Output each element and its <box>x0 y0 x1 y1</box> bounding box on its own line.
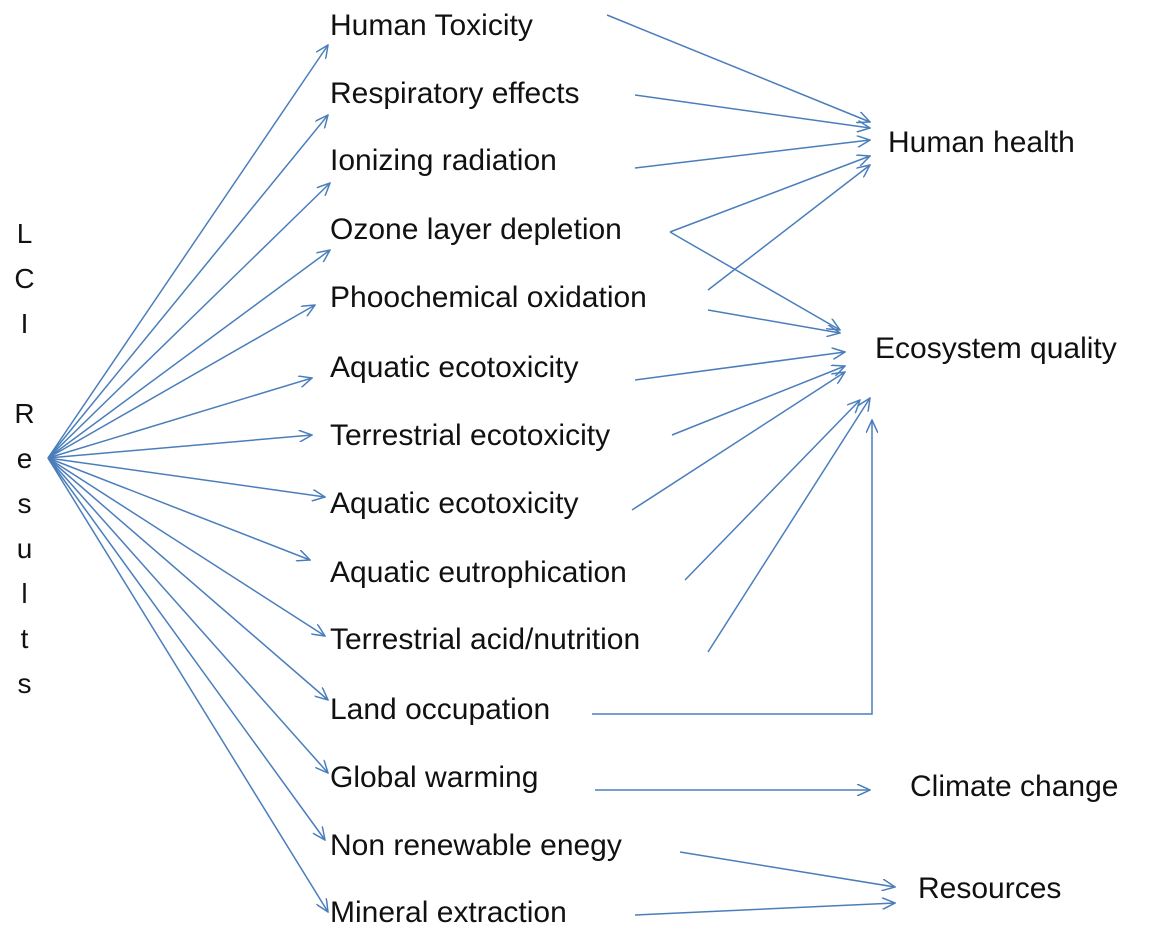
arrow <box>671 366 845 436</box>
endpoint-label: Climate change <box>910 770 1118 803</box>
arrow <box>47 435 312 459</box>
midpoint-label: Terrestrial ecotoxicity <box>330 419 610 452</box>
arrow <box>684 400 860 581</box>
arrow <box>47 378 312 459</box>
endpoint-label: Human health <box>888 126 1075 159</box>
midpoint-label: Phoochemical oxidation <box>330 281 647 314</box>
arrow <box>634 903 895 916</box>
arrow <box>634 140 870 169</box>
midpoint-label: Human Toxicity <box>330 9 533 42</box>
arrow <box>592 420 872 715</box>
arrow <box>47 305 315 459</box>
arrow <box>679 851 895 887</box>
arrow <box>634 352 845 381</box>
source-label: LCI Results <box>9 218 40 713</box>
arrow <box>47 457 325 840</box>
arrow <box>47 115 328 459</box>
midpoint-label: Global warming <box>330 761 538 794</box>
arrow <box>707 165 870 291</box>
midpoint-label: Ionizing radiation <box>330 144 557 177</box>
arrow <box>669 231 840 330</box>
midpoint-label: Terrestrial acid/nutrition <box>330 623 640 656</box>
arrow <box>47 457 328 700</box>
arrow <box>669 156 870 233</box>
arrow <box>47 45 328 459</box>
arrow <box>707 398 870 653</box>
labels: Human Toxicity Respiratory effects Ionizin… <box>330 9 1118 929</box>
endpoint-label: Ecosystem quality <box>875 332 1117 365</box>
endpoint-label: Resources <box>918 872 1061 905</box>
midpoint-label: Aquatic ecotoxicity <box>330 351 578 384</box>
midpoint-label: Non renewable enegy <box>330 829 622 862</box>
arrows <box>47 14 895 916</box>
midpoint-label: Aquatic eutrophication <box>330 556 627 589</box>
midpoint-label: Respiratory effects <box>330 77 580 110</box>
arrow <box>47 457 328 912</box>
arrow <box>47 457 325 636</box>
arrow <box>47 183 330 459</box>
arrow <box>606 14 870 122</box>
arrow <box>707 309 840 333</box>
midpoint-label: Land occupation <box>330 693 550 726</box>
arrow <box>634 94 870 128</box>
arrow <box>47 457 325 497</box>
arrow <box>47 457 328 773</box>
arrow <box>631 372 845 511</box>
arrow <box>47 250 330 459</box>
arrow <box>47 457 310 560</box>
midpoint-label: Ozone layer depletion <box>330 213 622 246</box>
midpoint-label: Mineral extraction <box>330 896 567 929</box>
midpoint-label: Aquatic ecotoxicity <box>330 487 578 520</box>
